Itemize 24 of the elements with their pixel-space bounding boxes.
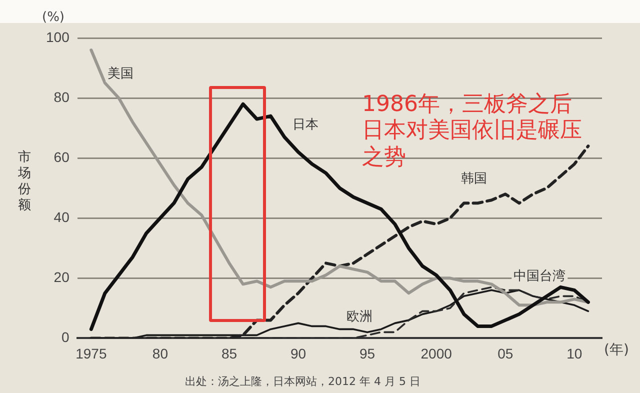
annotation: 1986年，三板斧之后日本对美国依旧是碾压之势: [362, 92, 583, 172]
text: 出处：汤之上隆，日本网站，2012 年 4 月 5 日: [185, 374, 420, 389]
y-tick-label: 20: [54, 269, 70, 286]
series-label: 韩国: [461, 171, 488, 186]
series-label: 中国台湾: [514, 268, 566, 284]
y-tick-label: 60: [54, 148, 70, 165]
x-tick-label: 95: [360, 345, 376, 362]
series-label: 美国: [108, 65, 134, 82]
x-axis-title: (年): [604, 341, 629, 359]
x-tick-label: 05: [498, 345, 514, 362]
x-tick-label: 90: [290, 345, 306, 362]
y-tick-label: 0: [62, 329, 70, 346]
x-tick-label: 85: [221, 345, 238, 362]
x-tick-label: 1975: [76, 345, 107, 362]
x-tick-label: 10: [566, 345, 582, 362]
x-tick-label: 2000: [420, 345, 452, 362]
text: (%): [42, 10, 64, 25]
series-label: 欧洲: [346, 310, 373, 325]
y-axis-title: 市场份额: [18, 150, 32, 214]
y-tick-label: 100: [46, 28, 70, 45]
y-tick-label: 80: [54, 88, 70, 105]
series-label: 日本: [292, 117, 319, 132]
y-tick-label: 40: [54, 208, 70, 225]
x-tick-label: 80: [152, 345, 168, 362]
